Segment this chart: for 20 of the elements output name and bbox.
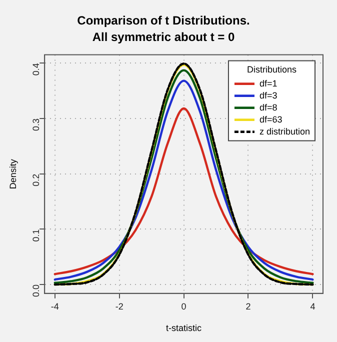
legend-label: df=1 bbox=[259, 78, 278, 88]
chart-title: Comparison of t Distributions. bbox=[77, 14, 250, 28]
y-tick-label: 0.0 bbox=[31, 284, 42, 298]
y-axis-title: Density bbox=[8, 158, 18, 190]
legend-label: df=8 bbox=[259, 102, 278, 112]
y-tick-label: 0.3 bbox=[31, 118, 42, 131]
y-tick-label: 0.4 bbox=[31, 63, 42, 76]
x-tick-label: -4 bbox=[50, 301, 59, 312]
x-tick-label: 0 bbox=[181, 301, 186, 312]
legend-label: df=3 bbox=[259, 90, 278, 100]
legend-label: z distribution bbox=[259, 126, 310, 136]
x-tick-label: -2 bbox=[115, 301, 124, 312]
legend-label: df=63 bbox=[259, 114, 282, 124]
chart-subtitle: All symmetric about t = 0 bbox=[92, 30, 236, 44]
legend-title: Distributions bbox=[246, 64, 297, 74]
y-tick-label: 0.1 bbox=[31, 229, 42, 242]
y-tick-label: 0.2 bbox=[31, 174, 42, 186]
x-axis-title: t-statistic bbox=[166, 323, 202, 334]
x-tick-label: 2 bbox=[246, 301, 251, 312]
x-tick-label: 4 bbox=[310, 301, 316, 312]
